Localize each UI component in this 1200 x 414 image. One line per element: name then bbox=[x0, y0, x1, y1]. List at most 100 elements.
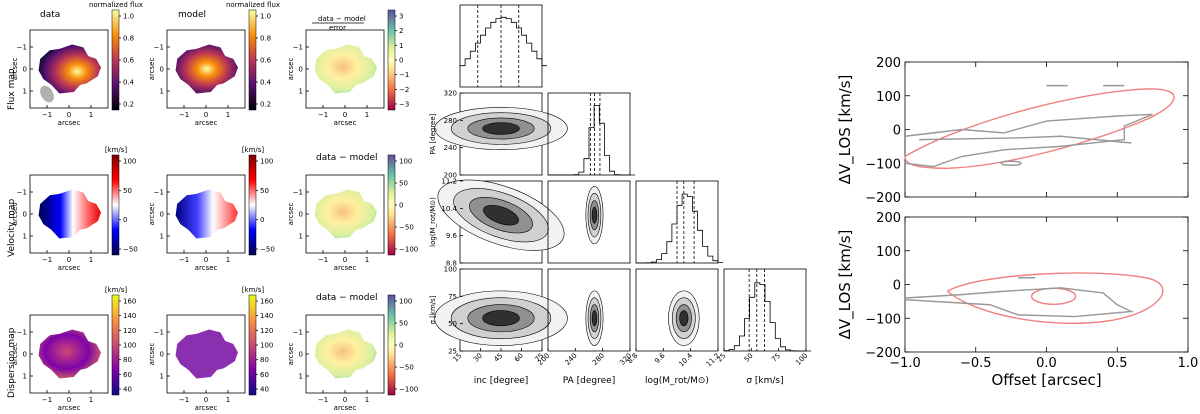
data-contour bbox=[919, 135, 1132, 144]
cbar-tick-label: −1 bbox=[399, 71, 409, 79]
y-tick-label: 1 bbox=[299, 88, 303, 96]
map-xlabel: arcsec bbox=[58, 119, 81, 127]
y-tick-label: 0 bbox=[299, 211, 303, 219]
map-xlabel: arcsec bbox=[195, 264, 218, 272]
cbar-tick-label: 160 bbox=[123, 298, 136, 306]
cbar-tick-label: 0 bbox=[399, 57, 403, 65]
x-tick-label: 1 bbox=[365, 396, 369, 404]
cbar-tick-label: 0 bbox=[399, 202, 403, 210]
y-tick-label: 8.8 bbox=[446, 260, 457, 268]
y-tick-label: 0 bbox=[160, 66, 164, 74]
pv-frame bbox=[904, 61, 1189, 198]
map-xlabel: arcsec bbox=[195, 119, 218, 127]
cbar-tick-label: 120 bbox=[260, 327, 273, 335]
x-tick-label: −1 bbox=[318, 111, 328, 119]
y-tick-label: 0 bbox=[23, 351, 27, 359]
row-label-flux: Flux map bbox=[7, 68, 17, 110]
maps-layer: −11001−1arcsecarcsec1.00.80.60.40.2norma… bbox=[11, 1, 418, 412]
map-image bbox=[314, 329, 377, 379]
cbar-title: normalized flux bbox=[89, 1, 143, 9]
cbar-tick-label: 0.8 bbox=[260, 35, 271, 43]
cbar-title: [km/s] bbox=[242, 286, 265, 294]
y-tick-label: −1 bbox=[154, 329, 164, 337]
map-ylabel: arcsec bbox=[287, 58, 295, 81]
cbar-tick-label: 50 bbox=[260, 187, 269, 195]
map-image bbox=[175, 189, 238, 239]
map-ylabel: arcsec bbox=[148, 58, 156, 81]
row-label-dispersion: Dispersion map bbox=[7, 327, 17, 398]
map-xlabel: arcsec bbox=[58, 404, 81, 410]
map-ylabel: arcsec bbox=[148, 343, 156, 366]
x-tick-label: 0 bbox=[343, 396, 347, 404]
x-tick-label: −1 bbox=[42, 256, 52, 264]
colorbar bbox=[248, 154, 257, 256]
cbar-tick-label: −2 bbox=[399, 86, 409, 94]
map-ylabel: arcsec bbox=[287, 203, 295, 226]
x-tick-label: −0.5 bbox=[960, 356, 992, 371]
x-tick-label: 50 bbox=[743, 352, 755, 364]
y-tick-label: 100 bbox=[444, 266, 457, 274]
y-tick-label: 11.2 bbox=[441, 178, 457, 186]
panel-frame bbox=[547, 268, 631, 352]
y-tick-label: 1 bbox=[160, 373, 164, 381]
colorbar bbox=[111, 9, 120, 111]
x-tick-label: 0.0 bbox=[1036, 356, 1057, 371]
cbar-tick-label: 0 bbox=[260, 216, 264, 224]
col-title-residual-disp: data − model bbox=[316, 293, 378, 303]
cbar-tick-label: 0 bbox=[123, 216, 127, 224]
cbar-tick-label: −50 bbox=[399, 224, 414, 232]
y-tick-label: 0 bbox=[160, 351, 164, 359]
cbar-tick-label: 3 bbox=[399, 13, 403, 21]
y-tick-label: −1 bbox=[17, 189, 27, 197]
x-tick-label: 1 bbox=[89, 111, 93, 119]
y-tick-label: 0 bbox=[23, 211, 27, 219]
x-tick-label: 1 bbox=[365, 256, 369, 264]
cbar-tick-label: 100 bbox=[260, 158, 273, 166]
y-tick-label: 1 bbox=[299, 373, 303, 381]
cbar-tick-label: −50 bbox=[123, 246, 138, 254]
x-tick-label: 30 bbox=[472, 352, 484, 364]
cbar-tick-label: 0.6 bbox=[123, 57, 135, 65]
cbar-tick-label: 0.8 bbox=[123, 35, 134, 43]
x-tick-label: 60 bbox=[513, 352, 525, 364]
colorbar bbox=[248, 294, 257, 396]
y-tick-label: −200 bbox=[865, 191, 901, 206]
map-dispersion-data: −11001−1arcsecarcsec160140120100806040[k… bbox=[11, 286, 136, 412]
cbar-tick-label: 140 bbox=[123, 312, 136, 320]
y-tick-label: 100 bbox=[876, 90, 901, 105]
x-tick-label: 0 bbox=[204, 396, 208, 404]
x-tick-label: 9.6 bbox=[653, 351, 667, 365]
histogram-step bbox=[636, 193, 724, 264]
cbar-tick-label: 60 bbox=[260, 371, 269, 379]
pv-ylabel: ΔV_LOS [km/s] bbox=[836, 75, 855, 185]
y-tick-label: 280 bbox=[444, 117, 457, 125]
x-tick-label: −1 bbox=[318, 396, 328, 404]
cbar-tick-label: −3 bbox=[399, 101, 409, 109]
x-tick-label: 0 bbox=[67, 256, 71, 264]
map-image bbox=[38, 44, 101, 94]
map-image bbox=[175, 44, 238, 94]
x-tick-label: −1 bbox=[179, 111, 189, 119]
x-tick-label: 1 bbox=[226, 256, 230, 264]
panel-frame bbox=[723, 268, 807, 352]
cbar-tick-label: 40 bbox=[260, 386, 269, 394]
map-image bbox=[175, 329, 238, 379]
cbar-tick-label: 100 bbox=[123, 158, 136, 166]
y-tick-label: 0 bbox=[160, 211, 164, 219]
corner-xlabel: PA [degree] bbox=[563, 376, 615, 386]
pv-panel-bottom: 200 100 0 −100 −200 ΔV_LOS [km/s] −1.0 −0.5 0.0 0… bbox=[836, 211, 1198, 389]
cbar-title: [km/s] bbox=[242, 146, 265, 154]
cbar-title: normalized flux bbox=[226, 1, 280, 9]
map-xlabel: arcsec bbox=[334, 264, 357, 272]
pv-diagrams: 200 100 0 −100 −200 ΔV_LOS [km/s] 200 100 0 −100 −… bbox=[836, 56, 1198, 389]
x-tick-label: 45 bbox=[492, 352, 504, 364]
colorbar bbox=[111, 154, 120, 256]
cbar-tick-label: 40 bbox=[123, 386, 132, 394]
x-tick-label: 75 bbox=[533, 352, 545, 364]
colorbar bbox=[387, 294, 396, 396]
cbar-tick-label: 100 bbox=[123, 342, 136, 350]
